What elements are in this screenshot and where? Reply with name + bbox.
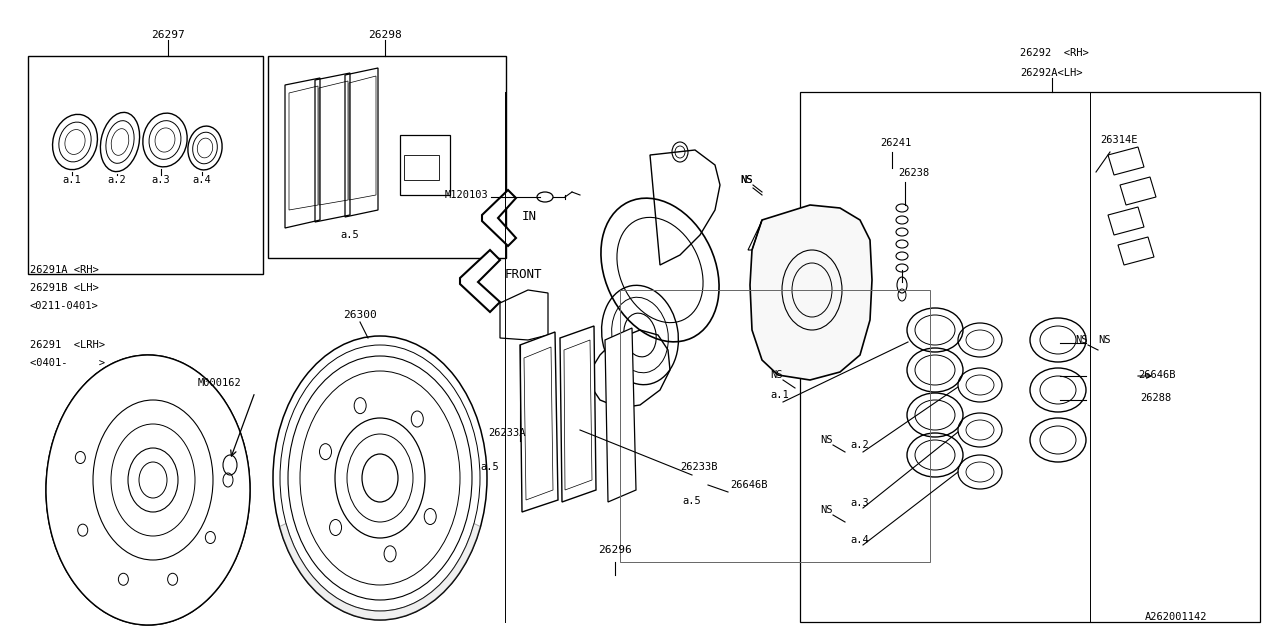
- Bar: [800, 92, 1260, 622]
- Text: 26297: 26297: [151, 30, 184, 40]
- Polygon shape: [520, 332, 558, 512]
- Text: 26646B: 26646B: [730, 480, 768, 490]
- Bar: [399, 135, 451, 195]
- Text: NS: NS: [740, 175, 753, 185]
- Polygon shape: [483, 190, 516, 246]
- Text: 26291B <LH>: 26291B <LH>: [29, 283, 99, 293]
- Text: 26646B: 26646B: [1138, 370, 1175, 380]
- Polygon shape: [500, 290, 548, 340]
- Text: FRONT: FRONT: [506, 268, 543, 281]
- Bar: [404, 155, 439, 180]
- Text: 26238: 26238: [899, 168, 929, 178]
- Text: 26298: 26298: [369, 30, 402, 40]
- Polygon shape: [460, 250, 500, 312]
- Text: <0401-     >: <0401- >: [29, 358, 105, 368]
- Text: 26292  <RH>: 26292 <RH>: [1020, 48, 1089, 58]
- Text: a.2: a.2: [850, 440, 869, 450]
- Polygon shape: [1120, 177, 1156, 205]
- Polygon shape: [1117, 237, 1155, 265]
- Polygon shape: [605, 328, 636, 502]
- Text: 26300: 26300: [343, 310, 376, 320]
- Text: 26292A<LH>: 26292A<LH>: [1020, 68, 1083, 78]
- Bar: [268, 56, 506, 258]
- Text: a.1: a.1: [63, 175, 82, 185]
- Text: a.2: a.2: [108, 175, 127, 185]
- Text: 26233B: 26233B: [680, 462, 718, 472]
- Text: IN: IN: [522, 210, 538, 223]
- Text: 26296: 26296: [598, 545, 632, 555]
- Bar: [28, 56, 262, 274]
- Text: NS: NS: [1098, 335, 1111, 345]
- Text: 26314E: 26314E: [1100, 135, 1138, 145]
- Text: 26288: 26288: [1140, 393, 1171, 403]
- Text: a.5: a.5: [682, 496, 700, 506]
- Text: a.3: a.3: [151, 175, 170, 185]
- Bar: [620, 290, 931, 562]
- Text: NS: NS: [740, 175, 753, 185]
- Text: M000162: M000162: [198, 378, 242, 388]
- Text: NS: NS: [1075, 335, 1088, 345]
- Text: 26233A: 26233A: [488, 428, 526, 438]
- Text: 26241: 26241: [881, 138, 911, 148]
- Text: A262001142: A262001142: [1146, 612, 1207, 622]
- Polygon shape: [1108, 207, 1144, 235]
- Text: M120103: M120103: [444, 190, 488, 200]
- Text: a.1: a.1: [771, 390, 788, 400]
- Text: a.4: a.4: [850, 535, 869, 545]
- Text: NS: NS: [771, 370, 782, 380]
- Polygon shape: [750, 205, 872, 380]
- Text: NS: NS: [820, 505, 832, 515]
- Polygon shape: [1108, 147, 1144, 175]
- Text: a.4: a.4: [192, 175, 211, 185]
- Text: 26291A <RH>: 26291A <RH>: [29, 265, 99, 275]
- Text: a.3: a.3: [850, 498, 869, 508]
- Text: a.5: a.5: [480, 462, 499, 472]
- Text: NS: NS: [820, 435, 832, 445]
- Text: <0211-0401>: <0211-0401>: [29, 301, 99, 311]
- Text: a.5: a.5: [340, 230, 360, 240]
- Polygon shape: [46, 355, 250, 625]
- Polygon shape: [279, 524, 480, 620]
- Text: 26291  <LRH>: 26291 <LRH>: [29, 340, 105, 350]
- Polygon shape: [561, 326, 596, 502]
